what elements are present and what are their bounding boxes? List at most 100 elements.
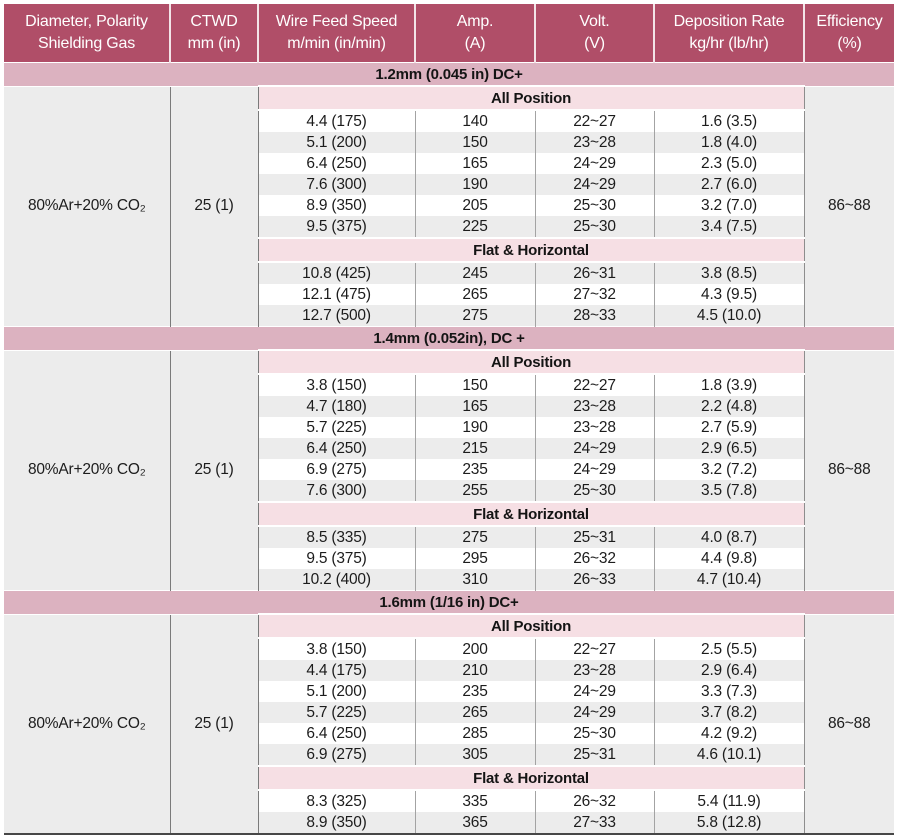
deposition-cell: 3.7 (8.2) bbox=[654, 702, 804, 723]
volt-cell: 24~29 bbox=[535, 174, 655, 195]
volt-cell: 28~33 bbox=[535, 305, 655, 327]
col-header-wire-feed-speed: Wire Feed Speed m/min (in/min) bbox=[258, 4, 416, 63]
volt-cell: 25~31 bbox=[535, 744, 655, 766]
data-row: 12.1 (475) 265 27~32 4.3 (9.5) bbox=[4, 284, 894, 305]
table-body: 1.2mm (0.045 in) DC+ 80%Ar+20% CO₂ 25 (1) A… bbox=[4, 62, 894, 834]
amp-cell: 255 bbox=[415, 480, 536, 502]
volt-cell: 25~30 bbox=[535, 195, 655, 216]
data-row: 8.5 (335) 275 25~31 4.0 (8.7) bbox=[4, 526, 894, 548]
data-row: 3.8 (150) 150 22~27 1.8 (3.9) bbox=[4, 374, 894, 396]
amp-cell: 335 bbox=[415, 790, 536, 812]
deposition-cell: 2.3 (5.0) bbox=[654, 153, 804, 174]
amp-cell: 235 bbox=[415, 681, 536, 702]
volt-cell: 27~33 bbox=[535, 812, 655, 834]
data-row: 7.6 (300) 255 25~30 3.5 (7.8) bbox=[4, 480, 894, 502]
deposition-cell: 3.2 (7.0) bbox=[654, 195, 804, 216]
volt-cell: 25~30 bbox=[535, 723, 655, 744]
data-row: 5.7 (225) 190 23~28 2.7 (5.9) bbox=[4, 417, 894, 438]
col-header-line2: kg/hr (lb/hr) bbox=[689, 35, 769, 52]
position-band-row: Flat & Horizontal bbox=[4, 765, 894, 791]
amp-cell: 285 bbox=[415, 723, 536, 744]
section-title-row: 1.4mm (0.052in), DC + bbox=[4, 326, 894, 351]
col-header-line1: Deposition Rate bbox=[673, 13, 785, 31]
data-row: 12.7 (500) 275 28~33 4.5 (10.0) bbox=[4, 305, 894, 327]
amp-cell: 200 bbox=[415, 638, 536, 660]
deposition-cell: 2.2 (4.8) bbox=[654, 396, 804, 417]
position-band: All Position bbox=[258, 349, 804, 375]
col-header-line1: Wire Feed Speed bbox=[275, 13, 398, 31]
wfs-cell: 3.8 (150) bbox=[258, 374, 416, 396]
deposition-cell: 1.6 (3.5) bbox=[654, 110, 804, 132]
data-row: 10.8 (425) 245 26~31 3.8 (8.5) bbox=[4, 262, 894, 284]
deposition-cell: 1.8 (3.9) bbox=[654, 374, 804, 396]
deposition-cell: 4.6 (10.1) bbox=[654, 744, 804, 766]
volt-cell: 23~28 bbox=[535, 417, 655, 438]
wfs-cell: 8.5 (335) bbox=[258, 526, 416, 548]
amp-cell: 275 bbox=[415, 526, 536, 548]
wfs-cell: 5.1 (200) bbox=[258, 132, 416, 153]
data-row: 6.4 (250) 165 24~29 2.3 (5.0) bbox=[4, 153, 894, 174]
deposition-cell: 3.2 (7.2) bbox=[654, 459, 804, 480]
amp-cell: 205 bbox=[415, 195, 536, 216]
volt-cell: 26~33 bbox=[535, 569, 655, 591]
volt-cell: 25~30 bbox=[535, 480, 655, 502]
amp-cell: 190 bbox=[415, 174, 536, 195]
volt-cell: 26~31 bbox=[535, 262, 655, 284]
deposition-cell: 4.4 (9.8) bbox=[654, 548, 804, 569]
amp-cell: 275 bbox=[415, 305, 536, 327]
volt-cell: 22~27 bbox=[535, 110, 655, 132]
amp-cell: 165 bbox=[415, 153, 536, 174]
col-header-line1: CTWD bbox=[190, 13, 238, 31]
volt-cell: 23~28 bbox=[535, 132, 655, 153]
volt-cell: 25~31 bbox=[535, 526, 655, 548]
amp-cell: 190 bbox=[415, 417, 536, 438]
volt-cell: 24~29 bbox=[535, 702, 655, 723]
wfs-cell: 5.7 (225) bbox=[258, 702, 416, 723]
volt-cell: 24~29 bbox=[535, 681, 655, 702]
data-row: 6.9 (275) 305 25~31 4.6 (10.1) bbox=[4, 744, 894, 766]
deposition-cell: 4.3 (9.5) bbox=[654, 284, 804, 305]
amp-cell: 210 bbox=[415, 660, 536, 681]
wfs-cell: 6.9 (275) bbox=[258, 459, 416, 480]
col-header-ctwd: CTWD mm (in) bbox=[170, 4, 259, 63]
data-row: 5.7 (225) 265 24~29 3.7 (8.2) bbox=[4, 702, 894, 723]
wfs-cell: 4.7 (180) bbox=[258, 396, 416, 417]
gas-cell: 80%Ar+20% CO₂ bbox=[4, 614, 171, 834]
deposition-cell: 3.4 (7.5) bbox=[654, 216, 804, 238]
wfs-cell: 4.4 (175) bbox=[258, 110, 416, 132]
wfs-cell: 3.8 (150) bbox=[258, 638, 416, 660]
data-row: 8.3 (325) 335 26~32 5.4 (11.9) bbox=[4, 790, 894, 812]
ctwd-cell: 25 (1) bbox=[170, 86, 259, 327]
efficiency-cell: 86~88 bbox=[803, 614, 894, 834]
volt-cell: 24~29 bbox=[535, 153, 655, 174]
col-header-line1: Diameter, Polarity bbox=[25, 13, 148, 31]
col-header-line1: Efficiency bbox=[816, 13, 883, 31]
deposition-cell: 4.2 (9.2) bbox=[654, 723, 804, 744]
wfs-cell: 6.9 (275) bbox=[258, 744, 416, 766]
deposition-cell: 4.7 (10.4) bbox=[654, 569, 804, 591]
section-title-row: 1.6mm (1/16 in) DC+ bbox=[4, 590, 894, 615]
col-header-line2: mm (in) bbox=[187, 35, 241, 52]
deposition-cell: 4.0 (8.7) bbox=[654, 526, 804, 548]
amp-cell: 150 bbox=[415, 132, 536, 153]
volt-cell: 24~29 bbox=[535, 459, 655, 480]
deposition-cell: 1.8 (4.0) bbox=[654, 132, 804, 153]
wfs-cell: 6.4 (250) bbox=[258, 153, 416, 174]
data-row: 8.9 (350) 205 25~30 3.2 (7.0) bbox=[4, 195, 894, 216]
deposition-cell: 3.5 (7.8) bbox=[654, 480, 804, 502]
table-header: Diameter, Polarity Shielding Gas CTWD mm (i… bbox=[4, 4, 894, 63]
data-row: 4.4 (175) 140 22~27 1.6 (3.5) bbox=[4, 110, 894, 132]
position-band-row: 80%Ar+20% CO₂ 25 (1) All Position 86~88 bbox=[4, 613, 894, 834]
wfs-cell: 5.7 (225) bbox=[258, 417, 416, 438]
wfs-cell: 5.1 (200) bbox=[258, 681, 416, 702]
gas-cell: 80%Ar+20% CO₂ bbox=[4, 86, 171, 327]
section-title: 1.2mm (0.045 in) DC+ bbox=[4, 62, 894, 87]
deposition-cell: 2.9 (6.5) bbox=[654, 438, 804, 459]
deposition-cell: 5.8 (12.8) bbox=[654, 812, 804, 834]
volt-cell: 22~27 bbox=[535, 374, 655, 396]
header-row: Diameter, Polarity Shielding Gas CTWD mm (i… bbox=[4, 4, 894, 63]
position-band-row: Flat & Horizontal bbox=[4, 501, 894, 527]
volt-cell: 23~28 bbox=[535, 396, 655, 417]
deposition-cell: 4.5 (10.0) bbox=[654, 305, 804, 327]
